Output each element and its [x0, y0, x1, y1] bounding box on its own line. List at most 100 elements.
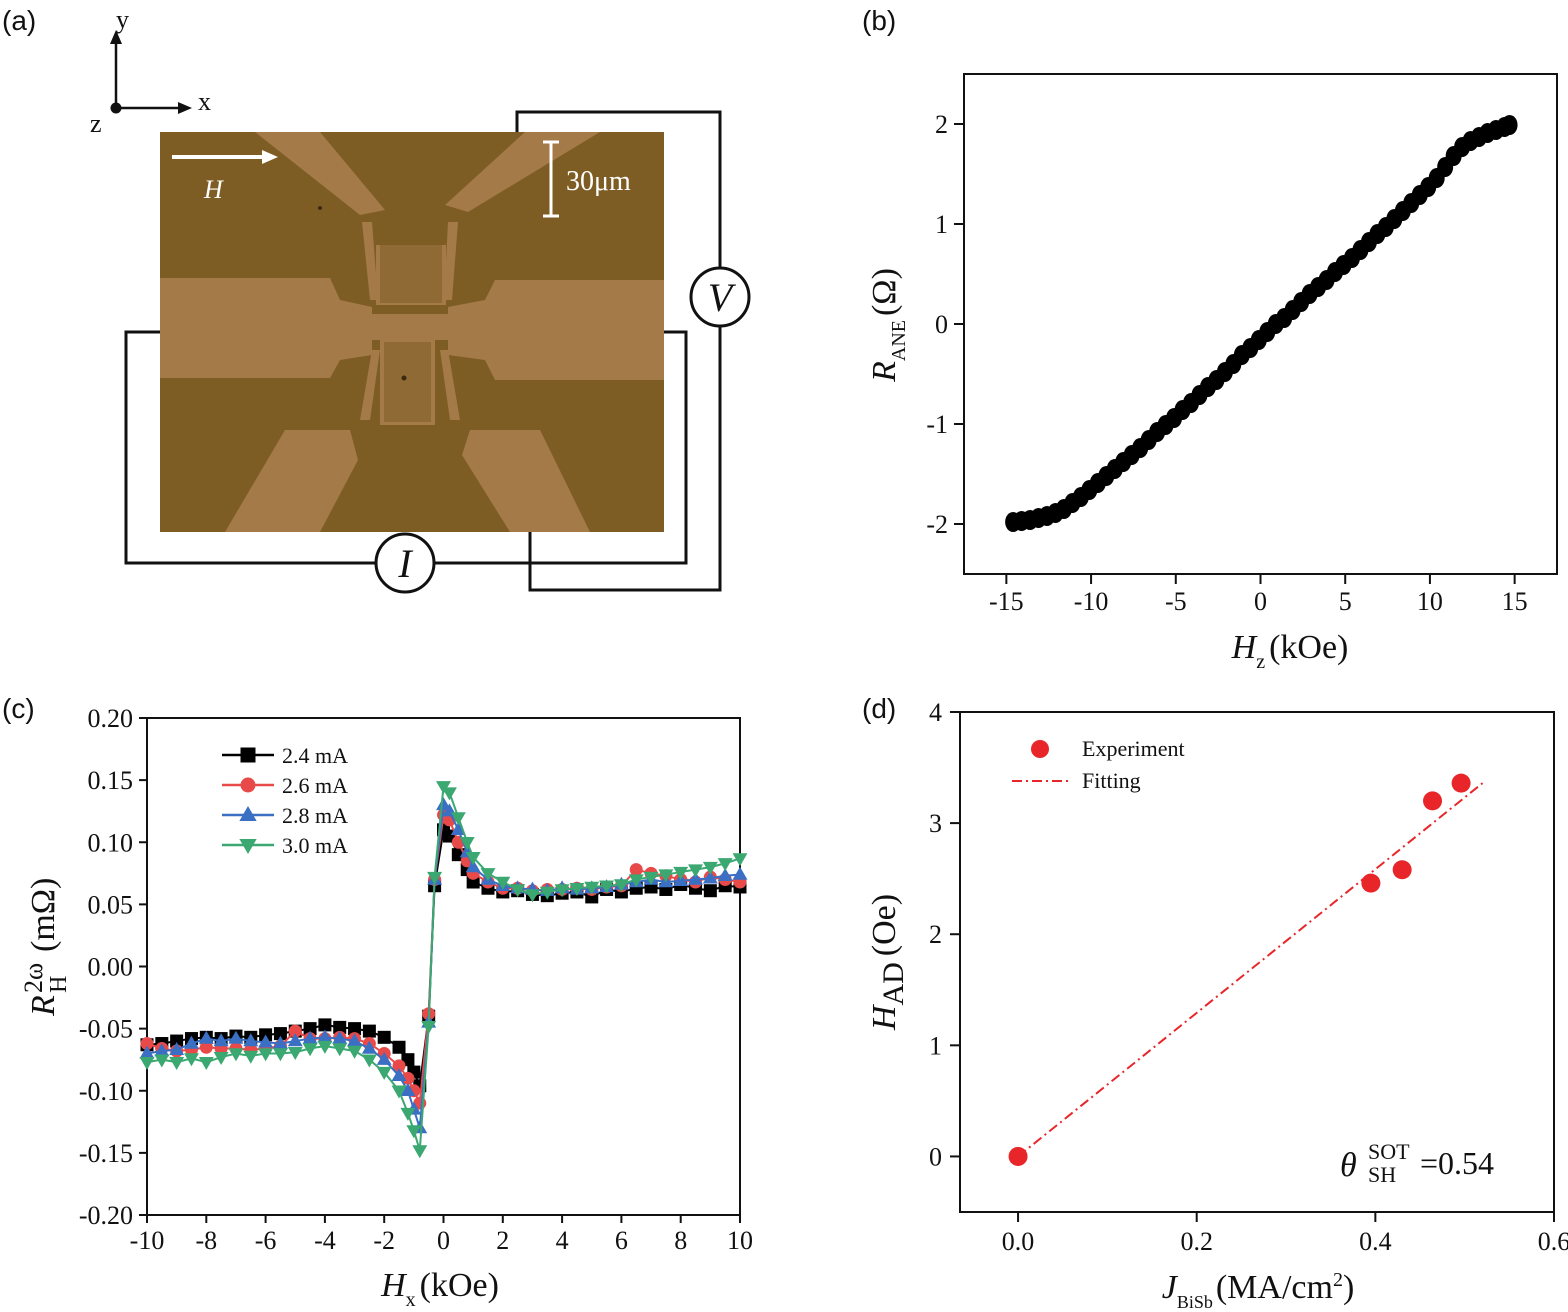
y-tick-label: -2	[926, 510, 948, 539]
panel-label-a: (a)	[2, 5, 36, 36]
series-line	[146, 784, 741, 1151]
data-point	[436, 797, 451, 811]
device-micrograph: H 30μm	[160, 132, 664, 532]
legend-label: 2.8 mA	[282, 803, 348, 828]
wire-voltage-top	[515, 110, 722, 268]
data-point	[287, 1047, 303, 1061]
contact-pads	[160, 132, 664, 532]
data-point	[317, 1029, 333, 1043]
data-point	[412, 1145, 428, 1159]
data-point	[441, 787, 457, 801]
x-title-sub-c: x	[406, 1289, 416, 1311]
panel-c: (c) -10 -8 -6 -4 -2 0 2 4 6 8 10 -0.20-0.15-0.10-0…	[2, 693, 753, 1311]
data-point	[495, 876, 511, 890]
y-title-sub-d: AD	[877, 962, 910, 1005]
data-point	[599, 880, 615, 894]
x-tick-label: 2	[496, 1226, 509, 1255]
axis-z-label: z	[90, 109, 102, 138]
x-tick-label: 0.4	[1359, 1227, 1392, 1256]
x-tick-label: 15	[1502, 587, 1528, 616]
x-title-tail-c: (kOe)	[420, 1267, 499, 1304]
data-point	[377, 1030, 391, 1044]
ammeter-label: I	[397, 541, 413, 586]
x-tick-label: 6	[615, 1226, 628, 1255]
legend-label-experiment: Experiment	[1082, 736, 1185, 761]
data-point	[169, 1056, 185, 1070]
field-arrowhead-icon	[262, 150, 278, 164]
x-arrowhead-icon	[178, 102, 192, 114]
data-point	[348, 1022, 362, 1036]
y-tick-label: -0.05	[79, 1015, 133, 1044]
data-series-d	[1008, 773, 1484, 1166]
data-point	[480, 868, 496, 882]
data-point	[643, 871, 659, 885]
x-tick-label: -5	[1165, 587, 1187, 616]
y-tick-label: 0.05	[88, 890, 134, 919]
data-point	[450, 822, 466, 836]
y-tick-label: 4	[929, 698, 942, 727]
data-points-b	[1005, 115, 1518, 532]
data-point	[703, 884, 717, 898]
data-point	[732, 866, 748, 880]
voltmeter: V	[689, 266, 751, 328]
y-title-tail-c: (mΩ)	[25, 878, 62, 952]
data-point	[272, 1035, 288, 1049]
data-point	[333, 1020, 347, 1034]
lead-lower-left	[360, 350, 380, 420]
pad-bottom-left	[225, 430, 358, 532]
x-axis-title-d: JBiSb(MA/cm2)	[1162, 1269, 1355, 1312]
data-point	[332, 1043, 348, 1057]
data-series-c	[139, 781, 748, 1159]
field-label: H	[203, 175, 224, 204]
voltmeter-icon	[689, 266, 751, 328]
panel-label-b: (b)	[862, 5, 896, 36]
data-point	[154, 1054, 170, 1068]
experiment-point	[1361, 873, 1381, 893]
x-title-tail-b: (kOe)	[1269, 629, 1348, 666]
data-point	[347, 1033, 363, 1047]
data-point	[139, 1056, 155, 1070]
data-point	[361, 1054, 377, 1068]
y-arrowhead-icon	[110, 30, 122, 44]
axis-y-label: y	[116, 5, 129, 34]
x-title-sub-b: z	[1256, 651, 1265, 673]
data-point	[391, 1068, 407, 1082]
x-tick-label: 0.0	[1002, 1227, 1035, 1256]
x-title-tail-d: (MA/cm	[1216, 1269, 1333, 1306]
data-point	[673, 866, 689, 880]
data-point	[584, 881, 600, 895]
x-tick-label: -2	[373, 1226, 395, 1255]
x-tick-label: 8	[674, 1226, 687, 1255]
data-point	[303, 1022, 317, 1036]
legend-marker	[240, 747, 256, 763]
hall-bar-channel-bottom	[384, 342, 431, 422]
pad-right	[448, 280, 664, 380]
data-point	[170, 1034, 184, 1048]
data-point	[347, 1045, 363, 1059]
y-tick-label: 0.10	[88, 828, 134, 857]
x-title-main-c: H	[380, 1267, 408, 1304]
data-point	[198, 1030, 214, 1044]
legend-label: 2.6 mA	[282, 773, 348, 798]
data-point	[459, 837, 475, 851]
data-point	[376, 1051, 392, 1065]
hall-bar-cross	[355, 314, 465, 340]
circuit-wires	[124, 110, 722, 592]
x-tick-label: 0.6	[1538, 1227, 1568, 1256]
data-point	[450, 812, 466, 826]
data-point	[629, 863, 643, 877]
data-point	[391, 1085, 407, 1099]
legend-marker	[239, 839, 257, 854]
data-point	[302, 1043, 318, 1057]
z-axis-dot-icon	[110, 102, 122, 114]
lead-upper-right	[444, 222, 458, 300]
panel-label-c: (c)	[2, 693, 35, 724]
data-point	[732, 853, 748, 867]
legend-marker	[240, 777, 256, 793]
panel-a: (a) y x z	[2, 5, 751, 594]
data-point	[392, 1059, 406, 1073]
x-tick-label: 10	[727, 1226, 753, 1255]
legend-d: Experiment Fitting	[1012, 736, 1185, 793]
data-point	[554, 884, 570, 898]
